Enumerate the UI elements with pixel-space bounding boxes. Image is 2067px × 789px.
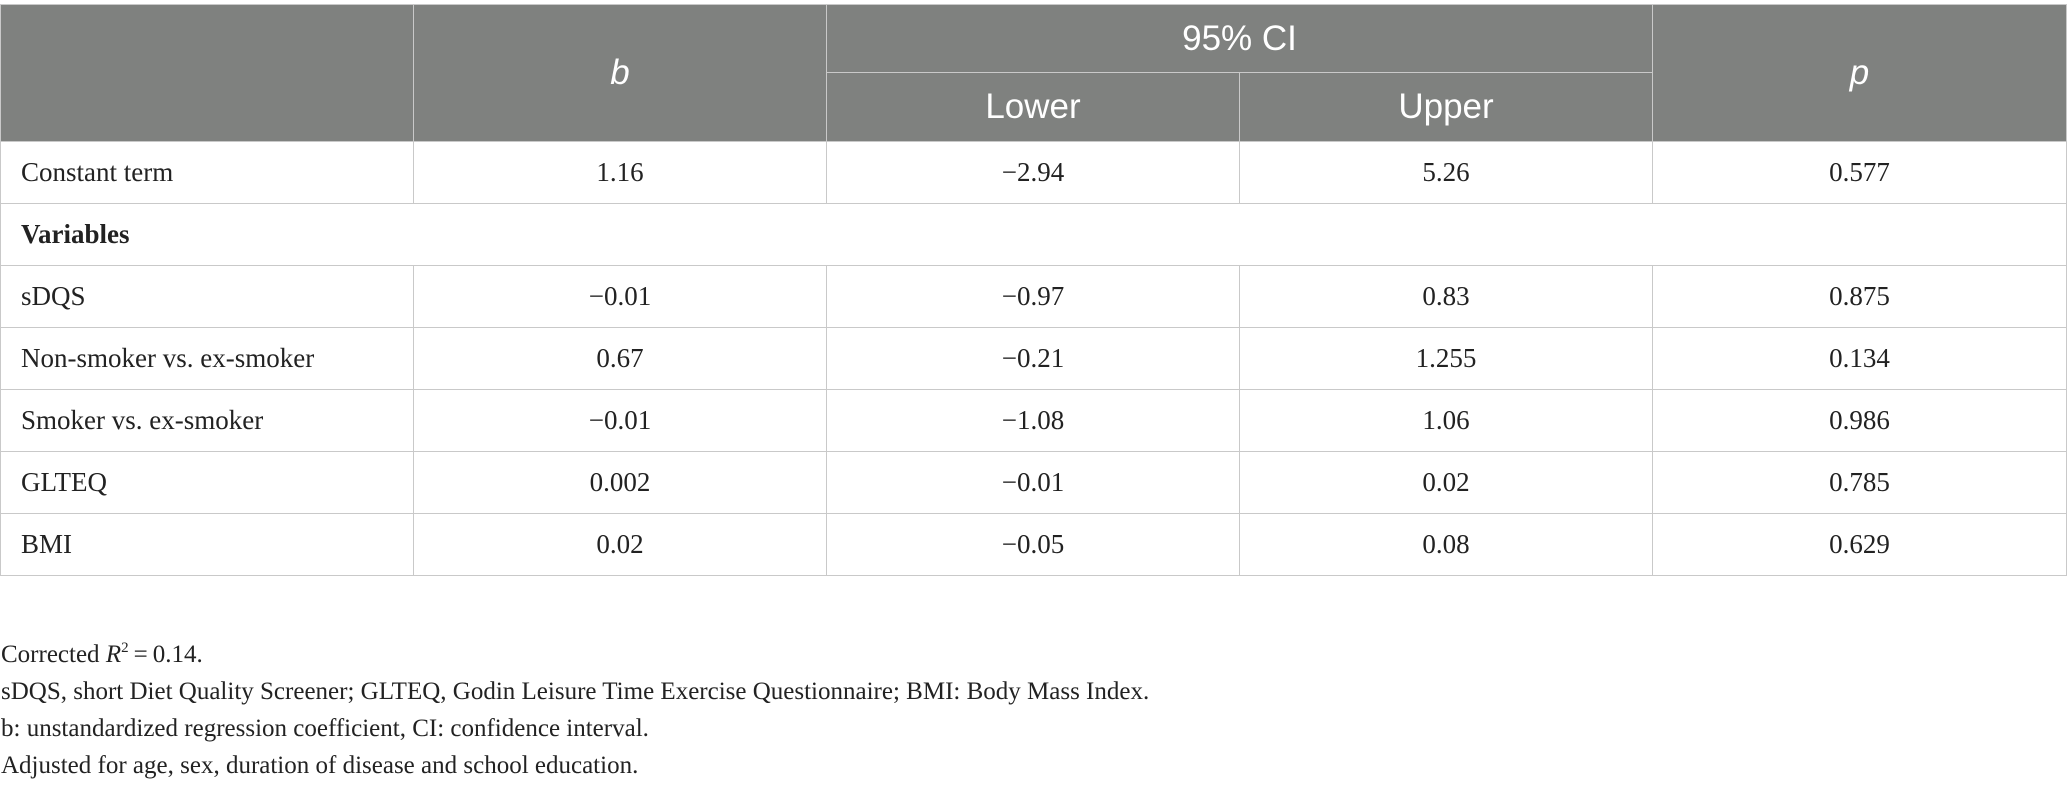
cell-b: 0.02 [413,513,827,576]
header-ci-group: 95% CI [826,4,1653,73]
cell-lower: −1.08 [826,389,1240,452]
table-row: sDQS −0.01 −0.97 0.83 0.875 [0,265,2067,328]
cell-b: 1.16 [413,141,827,204]
cell-b: 0.67 [413,327,827,390]
header-upper: Upper [1239,72,1653,142]
cell-upper: 5.26 [1239,141,1653,204]
header-empty-cell [0,4,414,142]
cell-upper: 1.06 [1239,389,1653,452]
table-header: b 95% CI p Lower Upper [0,4,2067,142]
footnote-definitions: b: unstandardized regression coefficient… [1,715,649,742]
regression-table: b 95% CI p Lower Upper Constant term 1.1… [0,4,2067,576]
cell-lower: −0.21 [826,327,1240,390]
row-label: BMI [0,513,414,576]
row-label: sDQS [0,265,414,328]
cell-upper: 0.83 [1239,265,1653,328]
cell-b: 0.002 [413,451,827,514]
footnote-r2: Corrected R2 = 0.14. [1,636,1149,673]
cell-lower: −0.97 [826,265,1240,328]
cell-p: 0.577 [1652,141,2067,204]
cell-p: 0.785 [1652,451,2067,514]
table-row-constant: Constant term 1.16 −2.94 5.26 0.577 [0,141,2067,204]
r2-symbol: R [105,641,122,668]
cell-p: 0.986 [1652,389,2067,452]
table-row: BMI 0.02 −0.05 0.08 0.629 [0,513,2067,576]
table-row: GLTEQ 0.002 −0.01 0.02 0.785 [0,451,2067,514]
cell-lower: −2.94 [826,141,1240,204]
cell-p: 0.134 [1652,327,2067,390]
r2-value: = 0.14. [128,641,203,668]
row-label: Constant term [0,141,414,204]
table-body: Constant term 1.16 −2.94 5.26 0.577 Vari… [0,141,2067,576]
row-label: Smoker vs. ex-smoker [0,389,414,452]
r2-exponent: 2 [121,640,129,656]
footnote-abbreviations: sDQS, short Diet Quality Screener; GLTEQ… [1,678,1150,705]
table-row: Non-smoker vs. ex-smoker 0.67 −0.21 1.25… [0,327,2067,390]
r2-prefix: Corrected [1,641,106,668]
footnote-adjustment: Adjusted for age, sex, duration of disea… [1,752,639,779]
cell-upper: 1.255 [1239,327,1653,390]
cell-upper: 0.08 [1239,513,1653,576]
cell-lower: −0.01 [826,451,1240,514]
header-lower: Lower [826,72,1240,142]
table-footnotes: Corrected R2 = 0.14. sDQS, short Diet Qu… [1,636,1149,784]
header-p: p [1652,4,2067,142]
table-row: Smoker vs. ex-smoker −0.01 −1.08 1.06 0.… [0,389,2067,452]
table-section-row: Variables [0,203,2067,266]
row-label: Non-smoker vs. ex-smoker [0,327,414,390]
row-label: GLTEQ [0,451,414,514]
section-label-variables: Variables [0,203,2067,266]
cell-upper: 0.02 [1239,451,1653,514]
cell-lower: −0.05 [826,513,1240,576]
cell-p: 0.875 [1652,265,2067,328]
cell-b: −0.01 [413,265,827,328]
cell-b: −0.01 [413,389,827,452]
cell-p: 0.629 [1652,513,2067,576]
header-b: b [413,4,827,142]
